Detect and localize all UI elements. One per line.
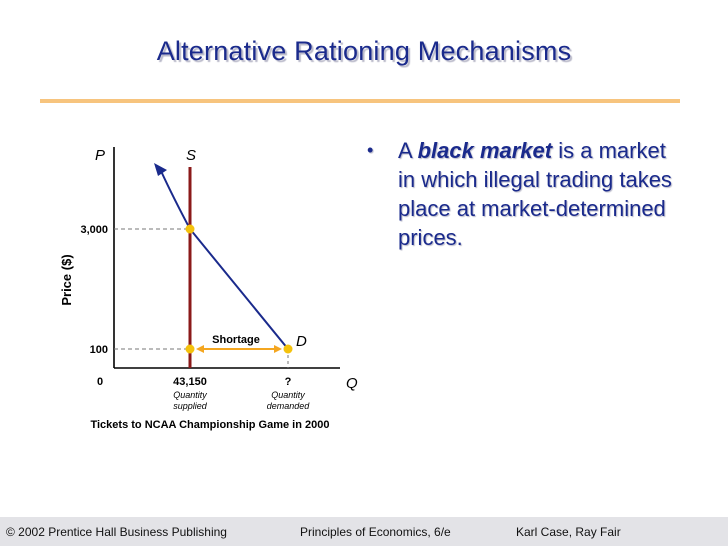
x-tick-supplied-sublabel-2: supplied [173,401,208,411]
bullet-prefix: A [398,138,418,163]
bullet-rest: is a market in which illegal trading tak… [398,138,672,250]
x-axis-label: Tickets to NCAA Championship Game in 200… [90,419,329,431]
demand-arrowhead [154,163,167,176]
point-equilibrium-3000 [185,224,195,234]
footer-authors: Karl Case, Ray Fair [516,525,621,539]
footer-book: Principles of Economics, 6/e [300,525,451,539]
shortage-label: Shortage [212,334,260,346]
y-tick-100: 100 [90,344,108,356]
demand-curve [160,170,289,350]
x-tick-demanded-sublabel-1: Quantity [271,390,305,400]
y-axis-label: Price ($) [59,254,74,305]
title-divider [40,99,680,103]
bullet-text: A black market is a market in which ille… [398,136,687,252]
supply-label: S [186,147,196,164]
demand-label: D [296,333,307,350]
origin-label: 0 [97,376,103,388]
x-tick-demanded: ? [285,376,292,388]
x-tick-demanded-sublabel-2: demanded [267,401,311,411]
x-tick-supplied: 43,150 [173,376,207,388]
point-demanded-100 [283,344,293,354]
bullet-emphasis: black market [417,138,553,163]
footer-publisher: © 2002 Prentice Hall Business Publishing [6,525,227,539]
shortage-arrowhead-left [196,345,204,353]
shortage-arrowhead-right [274,345,282,353]
slide-title: Alternative Rationing Mechanisms [156,36,572,66]
y-axis-letter: P [95,147,105,164]
bullet-dot: • [367,140,374,160]
point-supplied-100 [185,344,195,354]
y-tick-3000: 3,000 [80,224,108,236]
bullet-black-market: • A black market is a market in which il… [367,136,687,252]
footer-bar: © 2002 Prentice Hall Business Publishing… [0,517,728,546]
x-tick-supplied-sublabel-1: Quantity [173,390,207,400]
x-axis-letter: Q [346,375,358,392]
